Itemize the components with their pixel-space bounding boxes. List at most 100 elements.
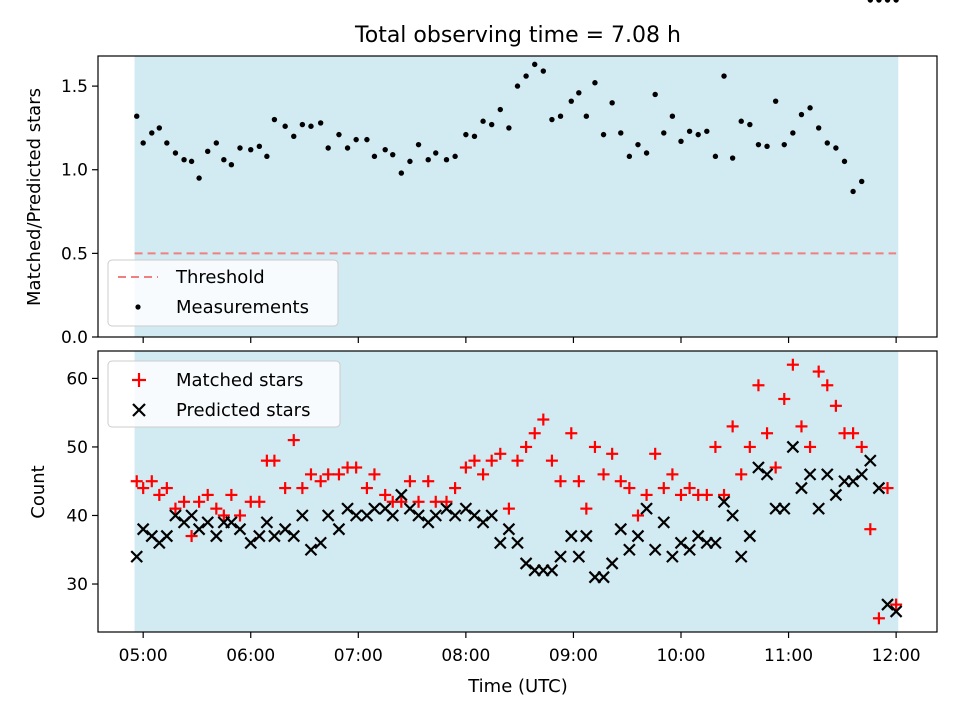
matched-star-point	[459, 461, 472, 474]
predicted-star-point	[511, 536, 524, 550]
measurement-point	[568, 98, 574, 104]
predicted-star-point	[829, 488, 843, 502]
predicted-star-point	[332, 522, 346, 536]
measurement-point	[282, 123, 288, 129]
measurement-point	[755, 141, 762, 148]
predicted-star-point	[812, 502, 825, 515]
predicted-star-point	[244, 536, 258, 550]
predicted-star-point	[494, 536, 507, 550]
measurement-point	[695, 131, 701, 138]
predicted-star-point	[752, 461, 765, 474]
measurement-point	[164, 140, 170, 146]
measurement-point	[661, 130, 667, 136]
matched-star-point	[145, 475, 158, 488]
predicted-star-point	[368, 502, 381, 515]
measurement-point	[237, 145, 243, 151]
matched-star-point	[153, 488, 166, 501]
predicted-star-point	[872, 481, 886, 495]
measurement-point	[382, 146, 388, 153]
predicted-star-point	[554, 550, 567, 563]
predicted-star-point	[717, 495, 731, 509]
matched-star-point	[614, 475, 627, 488]
predicted-star-point	[253, 529, 266, 543]
matched-star-point	[847, 427, 860, 440]
matched-star-point	[429, 495, 442, 508]
matched-star-point	[761, 427, 774, 440]
matched-star-point	[631, 509, 644, 522]
matched-star-point	[640, 488, 653, 501]
measurement-point	[764, 143, 770, 150]
x-tick-label: 12:00	[872, 646, 921, 666]
matched-star-point	[821, 379, 834, 392]
matched-star-point	[545, 454, 558, 467]
matched-star-point	[210, 502, 223, 515]
matched-star-point	[253, 495, 266, 508]
y-tick-label: 0.0	[61, 328, 88, 348]
measurement-point	[248, 146, 254, 153]
measurement-point	[798, 111, 805, 118]
matched-star-point	[623, 482, 636, 495]
predicted-star-point	[855, 468, 868, 481]
matched-star-point	[683, 482, 696, 495]
y-tick-label: 60	[66, 369, 88, 389]
predicted-star-point	[631, 529, 645, 543]
matched-star-point	[193, 495, 206, 508]
predicted-star-point	[640, 502, 653, 515]
measurement-point	[747, 121, 753, 128]
predicted-star-point	[233, 522, 247, 536]
legend-matched-label: Matched stars	[176, 370, 303, 391]
matched-star-point	[332, 468, 345, 481]
predicted-star-point	[502, 522, 516, 536]
measurement-point	[452, 153, 458, 160]
measurement-point	[196, 175, 202, 181]
matched-star-point	[812, 365, 825, 378]
predicted-star-point	[623, 543, 636, 557]
measurement-point	[336, 131, 342, 138]
measurement-point	[576, 90, 582, 96]
predicted-star-point	[760, 468, 774, 481]
x-tick-label: 05:00	[119, 646, 168, 666]
matched-star-point	[279, 482, 292, 495]
predicted-star-point	[864, 454, 877, 467]
matched-star-point	[233, 509, 246, 522]
measurement-point	[506, 125, 512, 131]
matched-star-point	[666, 468, 679, 481]
measurement-point	[325, 145, 331, 151]
predicted-star-point	[476, 516, 490, 529]
y-tick-label: 50	[66, 438, 88, 458]
x-tick-label: 11:00	[764, 646, 813, 666]
measurement-point	[407, 158, 413, 165]
predicted-star-point	[225, 516, 238, 529]
measurement-point	[876, 0, 882, 3]
matched-star-point	[304, 468, 317, 481]
matched-star-point	[752, 379, 765, 392]
x-tick-label: 07:00	[334, 646, 383, 666]
matched-star-point	[565, 427, 578, 440]
y-tick-label: 30	[66, 575, 88, 595]
measurement-point	[213, 140, 220, 146]
x-tick-label: 08:00	[441, 646, 490, 666]
measurement-point	[738, 118, 744, 124]
matched-star-point	[864, 523, 877, 536]
bottom-y-axis-ticks: 30 40 50 60	[66, 369, 98, 595]
top-legend-box	[107, 259, 339, 327]
measurement-point	[390, 151, 396, 158]
measurement-point	[592, 80, 598, 86]
top-y-axis-label: Matched/Predicted stars	[24, 88, 45, 306]
matched-star-point	[572, 475, 585, 488]
measurement-point	[398, 170, 405, 176]
top-panel: 0.0 0.5 1.0 1.5 Matched/Predicted stars Thr…	[24, 0, 938, 348]
predicted-star-point	[169, 509, 182, 522]
matched-star-point	[804, 440, 817, 453]
measurement-point	[712, 153, 719, 160]
bottom-y-axis-label: Count	[28, 465, 49, 518]
predicted-star-point	[304, 543, 318, 557]
bottom-x-axis-ticks: 05:00 06:00 07:00 08:00 09:00 10:00 11:00 12:00	[119, 632, 921, 666]
measurement-point	[271, 116, 278, 123]
bottom-panel: 30 40 50 60 05:00 06:00 07:00 08:00 09:00 10:00 1…	[28, 350, 938, 666]
predicted-star-point	[519, 557, 533, 570]
measurement-point	[772, 98, 779, 104]
measurement-point	[523, 73, 529, 79]
matched-star-point	[528, 427, 541, 440]
measurement-point	[841, 158, 848, 165]
